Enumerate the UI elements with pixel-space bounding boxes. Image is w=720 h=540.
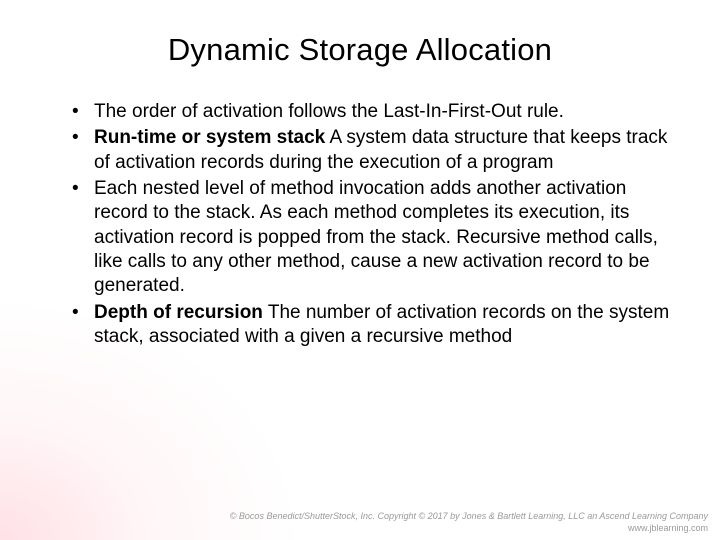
bullet-item: Each nested level of method invocation a… — [72, 177, 672, 299]
footer-url: www.jblearning.com — [230, 522, 708, 534]
slide-title: Dynamic Storage Allocation — [48, 32, 672, 68]
bullet-item: Depth of recursion The number of activat… — [72, 301, 672, 350]
bullet-item: The order of activation follows the Last… — [72, 100, 672, 124]
bullet-text: Each nested level of method invocation a… — [94, 178, 658, 296]
bullet-bold: Run-time or system stack — [94, 127, 325, 148]
bullet-item: Run-time or system stack A system data s… — [72, 126, 672, 175]
bullet-text: The order of activation follows the Last… — [94, 101, 564, 122]
bullet-list: The order of activation follows the Last… — [48, 100, 672, 349]
copyright-text: © Bocos Benedict/ShutterStock, Inc. Copy… — [230, 510, 708, 522]
bullet-bold: Depth of recursion — [94, 302, 263, 323]
slide-container: Dynamic Storage Allocation The order of … — [0, 0, 720, 349]
footer: © Bocos Benedict/ShutterStock, Inc. Copy… — [230, 510, 708, 534]
